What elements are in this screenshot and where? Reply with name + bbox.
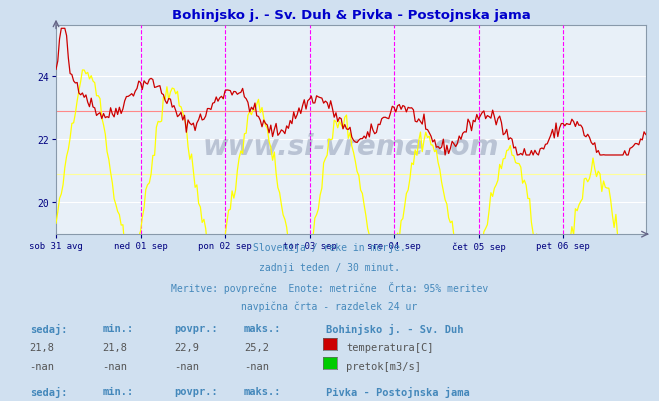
Text: povpr.:: povpr.: bbox=[175, 323, 218, 333]
Text: www.si-vreme.com: www.si-vreme.com bbox=[203, 133, 499, 161]
Text: pretok[m3/s]: pretok[m3/s] bbox=[346, 361, 421, 371]
Text: -nan: -nan bbox=[244, 361, 269, 371]
Text: 21,8: 21,8 bbox=[102, 342, 127, 352]
Text: min.:: min.: bbox=[102, 386, 133, 396]
Text: Meritve: povprečne  Enote: metrične  Črta: 95% meritev: Meritve: povprečne Enote: metrične Črta:… bbox=[171, 281, 488, 293]
Text: temperatura[C]: temperatura[C] bbox=[346, 342, 434, 352]
Text: -nan: -nan bbox=[102, 361, 127, 371]
Text: -nan: -nan bbox=[30, 361, 55, 371]
Text: 22,9: 22,9 bbox=[175, 342, 200, 352]
Text: navpična črta - razdelek 24 ur: navpična črta - razdelek 24 ur bbox=[241, 300, 418, 311]
Text: 21,8: 21,8 bbox=[30, 342, 55, 352]
Text: zadnji teden / 30 minut.: zadnji teden / 30 minut. bbox=[259, 262, 400, 272]
Text: maks.:: maks.: bbox=[244, 323, 281, 333]
Text: min.:: min.: bbox=[102, 323, 133, 333]
Text: 25,2: 25,2 bbox=[244, 342, 269, 352]
Text: sedaj:: sedaj: bbox=[30, 386, 67, 397]
Text: Bohinjsko j. - Sv. Duh: Bohinjsko j. - Sv. Duh bbox=[326, 323, 464, 334]
Text: maks.:: maks.: bbox=[244, 386, 281, 396]
Text: sedaj:: sedaj: bbox=[30, 323, 67, 334]
Title: Bohinjsko j. - Sv. Duh & Pivka - Postojnska jama: Bohinjsko j. - Sv. Duh & Pivka - Postojn… bbox=[171, 9, 530, 22]
Text: -nan: -nan bbox=[175, 361, 200, 371]
Text: Slovenija / reke in morje.: Slovenija / reke in morje. bbox=[253, 243, 406, 253]
Text: povpr.:: povpr.: bbox=[175, 386, 218, 396]
Text: Pivka - Postojnska jama: Pivka - Postojnska jama bbox=[326, 386, 470, 397]
